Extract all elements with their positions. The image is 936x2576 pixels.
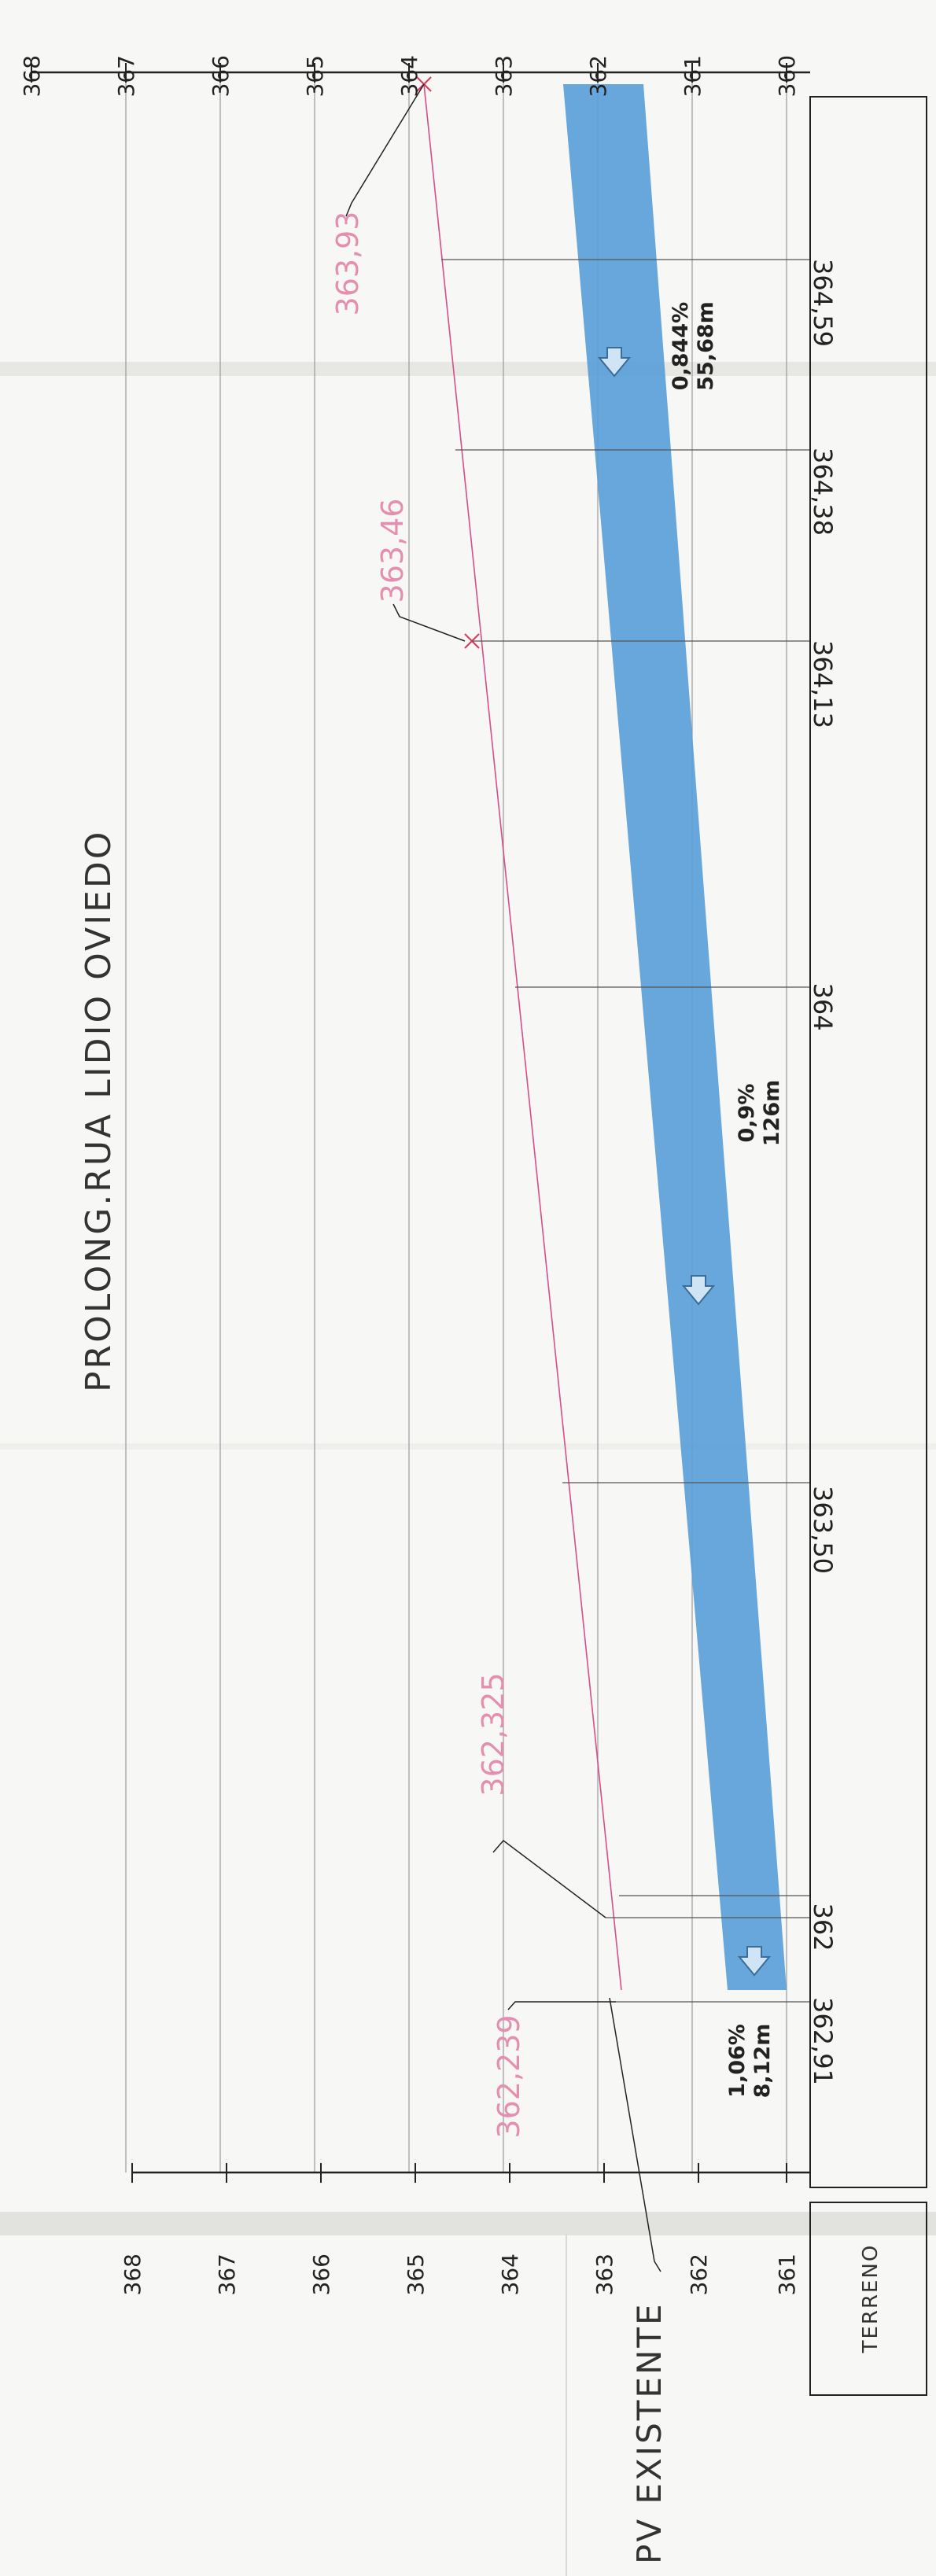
top-tick-label: 363 (491, 55, 517, 97)
terrain-value-7: 362,91 (808, 1997, 838, 2085)
top-tick-label: 360 (774, 55, 800, 97)
lower-tick-label: 363 (591, 2254, 617, 2295)
slope-labels: 0,844% 55,68m 0,9% 126m 1,06% 8,12m (669, 301, 784, 2098)
lower-tick-label: 367 (214, 2254, 240, 2295)
length-1: 55,68m (694, 301, 718, 391)
terrain-value-2: 364,38 (808, 448, 838, 536)
pink-label-363-46: 363,46 (375, 499, 410, 603)
paper-folds (0, 362, 936, 2576)
lower-tick-label: 366 (308, 2254, 334, 2295)
top-tick-label: 365 (302, 55, 328, 97)
flow-arrow-icon (597, 347, 632, 378)
station-lines (441, 259, 810, 2003)
top-tick-label: 366 (208, 55, 234, 97)
terrain-value-6: 362 (808, 1903, 838, 1951)
lower-axis (131, 2163, 810, 2183)
lower-tick-label: 365 (403, 2254, 429, 2295)
terrain-box (809, 96, 927, 2188)
slope-2: 0,9% (735, 1084, 759, 1143)
flow-arrow-icons (597, 347, 772, 1977)
flow-arrow-icon (681, 1275, 716, 1306)
page-title: PROLONG.RUA LIDIO OVIEDO (79, 830, 119, 1392)
top-axis (31, 63, 810, 83)
pink-label-362-325: 362,325 (476, 1672, 510, 1796)
terreno-label: TERRENO (859, 2244, 883, 2354)
slope-3: 1,06% (725, 2024, 750, 2098)
lower-tick-label: 364 (497, 2254, 523, 2295)
lower-tick-label: 361 (774, 2254, 800, 2295)
terreno-box (809, 2202, 927, 2396)
pv-existente-label: PV EXISTENTE (630, 2301, 669, 2564)
leaders (345, 83, 661, 2272)
top-tick-label: 368 (19, 55, 45, 97)
terrain-value-4: 364 (808, 982, 838, 1030)
lower-tick-label: 368 (120, 2254, 146, 2295)
pink-label-363-93: 363,93 (330, 212, 365, 316)
top-tick-label: 361 (680, 55, 706, 97)
slope-1: 0,844% (669, 302, 693, 390)
terrain-value-1: 364,59 (808, 259, 838, 347)
terrain-line (423, 83, 622, 1991)
terrain-value-5: 363,50 (808, 1486, 838, 1574)
pipe-band (563, 84, 787, 1990)
pink-label-362-239: 362,239 (492, 2014, 526, 2138)
length-2: 126m (760, 1080, 784, 1147)
top-tick-label: 362 (585, 55, 611, 97)
flow-arrow-icon (737, 1946, 772, 1977)
length-3: 8,12m (750, 2024, 775, 2099)
terrain-values: 364,59 364,38 364,13 364 363,50 362 362,… (808, 259, 838, 2085)
top-tick-label: 367 (113, 55, 139, 97)
top-tick-label: 364 (396, 55, 422, 97)
terrain-value-3: 364,13 (808, 640, 838, 728)
lower-tick-label: 362 (686, 2254, 712, 2295)
